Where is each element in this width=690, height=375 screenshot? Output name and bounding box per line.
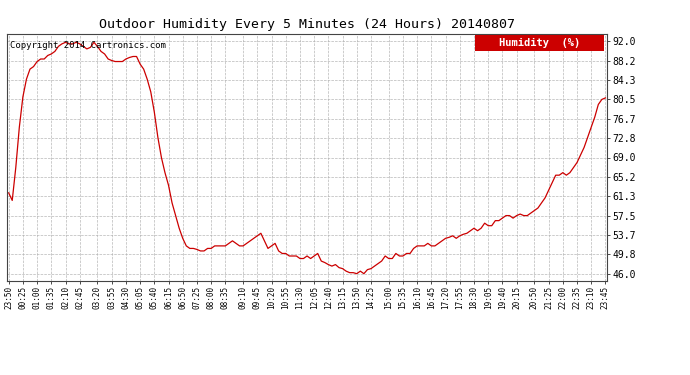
Title: Outdoor Humidity Every 5 Minutes (24 Hours) 20140807: Outdoor Humidity Every 5 Minutes (24 Hou… xyxy=(99,18,515,31)
Text: Copyright 2014 Cartronics.com: Copyright 2014 Cartronics.com xyxy=(10,41,166,50)
